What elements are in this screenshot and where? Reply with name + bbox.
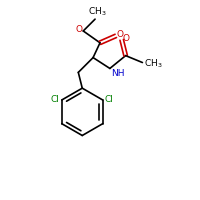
Text: CH$_3$: CH$_3$ xyxy=(88,6,106,18)
Text: Cl: Cl xyxy=(51,96,60,104)
Text: Cl: Cl xyxy=(105,96,114,104)
Text: O: O xyxy=(75,25,82,34)
Text: O: O xyxy=(123,34,130,43)
Text: O: O xyxy=(117,30,124,39)
Text: NH: NH xyxy=(111,69,124,78)
Text: CH$_3$: CH$_3$ xyxy=(144,57,163,70)
